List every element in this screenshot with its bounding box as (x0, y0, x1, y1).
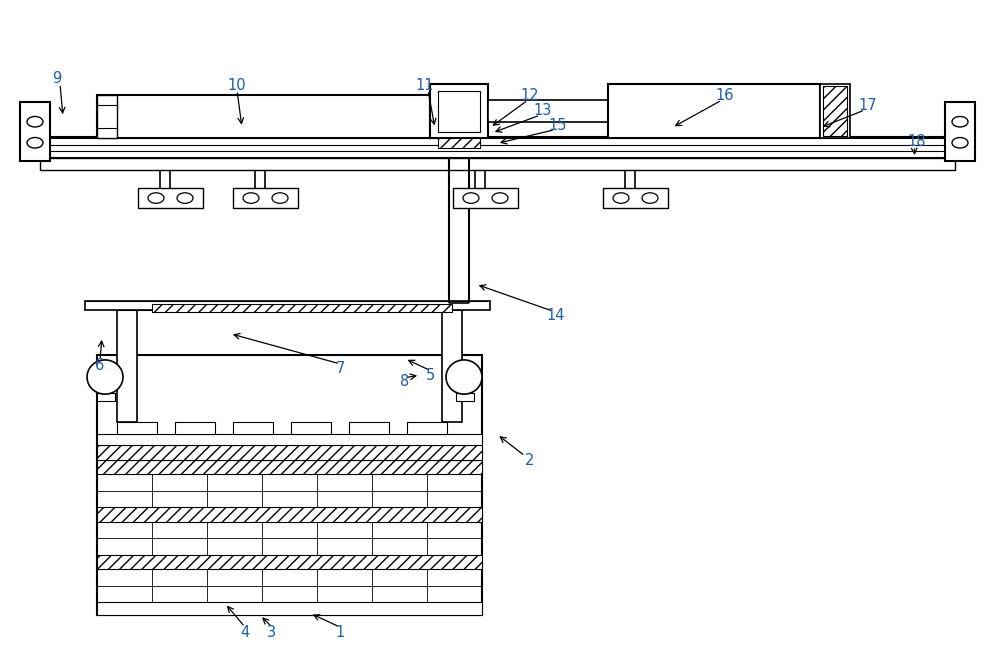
Text: 4: 4 (240, 626, 250, 640)
Bar (97, 507, 482, 522)
Bar (438, 138, 480, 148)
Bar (97, 434, 482, 445)
Bar (152, 304, 452, 312)
Bar (40, 158, 955, 170)
Text: 7: 7 (335, 361, 345, 376)
Ellipse shape (446, 360, 482, 394)
Bar (97, 95, 430, 138)
Bar (233, 422, 273, 434)
Text: 3: 3 (267, 626, 277, 640)
Ellipse shape (87, 360, 123, 394)
Bar (40, 138, 955, 158)
Circle shape (272, 193, 288, 203)
Bar (349, 422, 389, 434)
Bar (97, 95, 117, 138)
Circle shape (613, 193, 629, 203)
Text: 12: 12 (521, 88, 539, 103)
Circle shape (463, 193, 479, 203)
Circle shape (952, 116, 968, 127)
Bar (430, 84, 488, 138)
Text: 18: 18 (908, 134, 926, 149)
Bar (603, 188, 668, 208)
Circle shape (27, 138, 43, 148)
Text: 15: 15 (549, 118, 567, 132)
Circle shape (148, 193, 164, 203)
Text: 11: 11 (416, 78, 434, 93)
Bar (608, 84, 820, 138)
Text: 16: 16 (716, 88, 734, 103)
Bar (442, 307, 462, 422)
Bar (138, 188, 203, 208)
Text: 5: 5 (425, 368, 435, 382)
Bar (456, 393, 474, 401)
Text: 14: 14 (547, 309, 565, 323)
Bar (407, 422, 447, 434)
Circle shape (952, 138, 968, 148)
Bar (117, 422, 157, 434)
Bar (291, 422, 331, 434)
Bar (820, 84, 850, 138)
Bar (97, 393, 115, 401)
Circle shape (27, 116, 43, 127)
Text: 1: 1 (335, 626, 345, 640)
Bar (453, 188, 518, 208)
Text: 8: 8 (400, 374, 410, 389)
Bar (97, 602, 482, 615)
Circle shape (177, 193, 193, 203)
Bar (97, 445, 482, 460)
Bar (97, 355, 482, 615)
Bar (85, 301, 490, 310)
Circle shape (642, 193, 658, 203)
Text: 9: 9 (52, 72, 62, 86)
Bar (945, 102, 975, 161)
Circle shape (243, 193, 259, 203)
Text: 6: 6 (95, 358, 105, 372)
Bar (20, 102, 50, 161)
Text: 13: 13 (534, 103, 552, 118)
Bar (117, 307, 137, 422)
Bar (97, 460, 482, 474)
Circle shape (492, 193, 508, 203)
Text: 17: 17 (859, 98, 877, 113)
Bar (175, 422, 215, 434)
Bar (823, 86, 847, 136)
Bar (438, 91, 480, 132)
Bar (233, 188, 298, 208)
Text: 10: 10 (228, 78, 246, 93)
Text: 2: 2 (525, 453, 535, 468)
Bar (488, 100, 608, 122)
Bar (97, 555, 482, 569)
